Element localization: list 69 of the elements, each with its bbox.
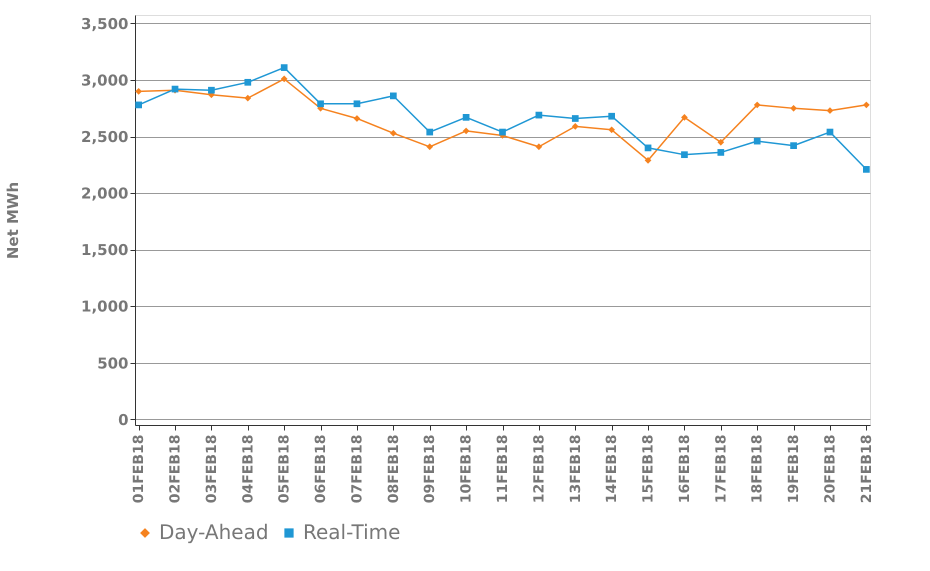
point — [790, 142, 797, 149]
y-tick-label: 0 — [118, 410, 128, 429]
point — [499, 128, 506, 136]
point — [135, 88, 142, 95]
point — [681, 151, 688, 158]
point — [826, 128, 834, 136]
x-tick-label: 10FEB18 — [458, 434, 475, 504]
point — [572, 115, 579, 122]
y-tick-label: 1,500 — [81, 241, 128, 260]
y-axis-title: Net MWh — [4, 182, 22, 260]
point — [208, 86, 215, 94]
x-tick-label: 14FEB18 — [604, 434, 620, 504]
x-tick-label: 07FEB18 — [349, 434, 366, 504]
point — [280, 64, 288, 71]
point — [244, 94, 252, 102]
point — [354, 100, 360, 108]
point — [390, 130, 397, 137]
x-tick-label: 02FEB18 — [168, 434, 184, 504]
point — [280, 76, 288, 82]
point — [462, 128, 470, 134]
x-tick-label: 16FEB18 — [676, 434, 693, 504]
point — [536, 112, 542, 118]
y-tick-label: 2,000 — [81, 184, 128, 203]
point — [826, 107, 834, 114]
x-tick-label: 09FEB18 — [422, 434, 438, 504]
y-tick-label: 500 — [97, 354, 128, 372]
point — [354, 115, 360, 122]
x-tick-label: 06FEB18 — [313, 434, 330, 504]
y-tick-label: 2,500 — [81, 128, 128, 146]
x-tick-label: 12FEB18 — [531, 434, 548, 504]
point — [863, 166, 870, 173]
x-tick-label: 20FEB18 — [822, 434, 838, 504]
point — [572, 123, 579, 130]
y-tick-label: 1,000 — [81, 298, 128, 316]
x-tick-label: 13FEB18 — [568, 434, 584, 504]
x-tick-label: 19FEB18 — [786, 434, 802, 504]
point — [644, 144, 652, 152]
point — [608, 126, 616, 134]
x-tick-label: 15FEB18 — [640, 434, 657, 504]
point — [390, 92, 397, 100]
point — [244, 78, 252, 86]
x-tick-label: 08FEB18 — [386, 434, 402, 504]
legend-label: Day-Ahead — [159, 520, 269, 544]
point — [317, 100, 324, 108]
x-tick-label: 11FEB18 — [495, 434, 511, 504]
point — [608, 112, 616, 120]
point — [754, 102, 761, 108]
point — [790, 104, 797, 112]
point — [754, 138, 761, 144]
y-tick-label: 3,500 — [81, 14, 128, 33]
point — [426, 128, 434, 136]
point — [426, 143, 434, 150]
y-tick-label: 3,000 — [81, 72, 128, 90]
x-tick-label: 17FEB18 — [713, 434, 730, 504]
x-tick-label: 04FEB18 — [240, 434, 256, 504]
point — [717, 138, 724, 146]
x-tick-label: 05FEB18 — [276, 434, 293, 504]
x-tick-label: 03FEB18 — [204, 434, 220, 504]
x-tick-label: 21FEB18 — [858, 434, 875, 504]
point — [681, 114, 688, 121]
x-tick-label: 01FEB18 — [131, 434, 148, 504]
point — [644, 156, 652, 164]
x-tick-label: 18FEB18 — [750, 434, 766, 504]
point — [717, 149, 724, 156]
point — [462, 114, 470, 121]
point — [536, 143, 542, 150]
point — [135, 102, 142, 108]
point — [863, 102, 870, 108]
legend-label: Real-Time — [303, 520, 400, 544]
